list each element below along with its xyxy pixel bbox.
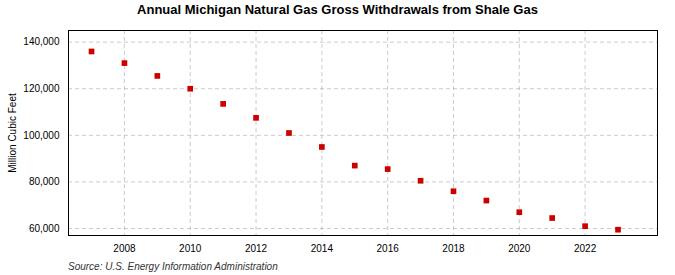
- svg-text:2018: 2018: [442, 243, 465, 254]
- svg-text:2022: 2022: [574, 243, 597, 254]
- svg-text:120,000: 120,000: [23, 83, 60, 94]
- svg-text:2010: 2010: [179, 243, 202, 254]
- svg-text:2014: 2014: [311, 243, 334, 254]
- html-text:Source: U.S. Energy Informatio: Source: U.S. Energy Information Administ…: [68, 261, 278, 272]
- svg-text:2008: 2008: [113, 243, 136, 254]
- svg-text:100,000: 100,000: [23, 130, 60, 141]
- html-text:Annual Michigan Natural Gas Gr: Annual Michigan Natural Gas Gross Withdr…: [137, 2, 538, 17]
- svg-text:2020: 2020: [508, 243, 531, 254]
- svg-text:2016: 2016: [377, 243, 400, 254]
- svg-text:60,000: 60,000: [29, 223, 60, 234]
- svg-text:2012: 2012: [245, 243, 268, 254]
- svg-text:140,000: 140,000: [23, 36, 60, 47]
- svg-text:Million Cubic Feet: Million Cubic Feet: [7, 93, 18, 173]
- svg-text:80,000: 80,000: [29, 176, 60, 187]
